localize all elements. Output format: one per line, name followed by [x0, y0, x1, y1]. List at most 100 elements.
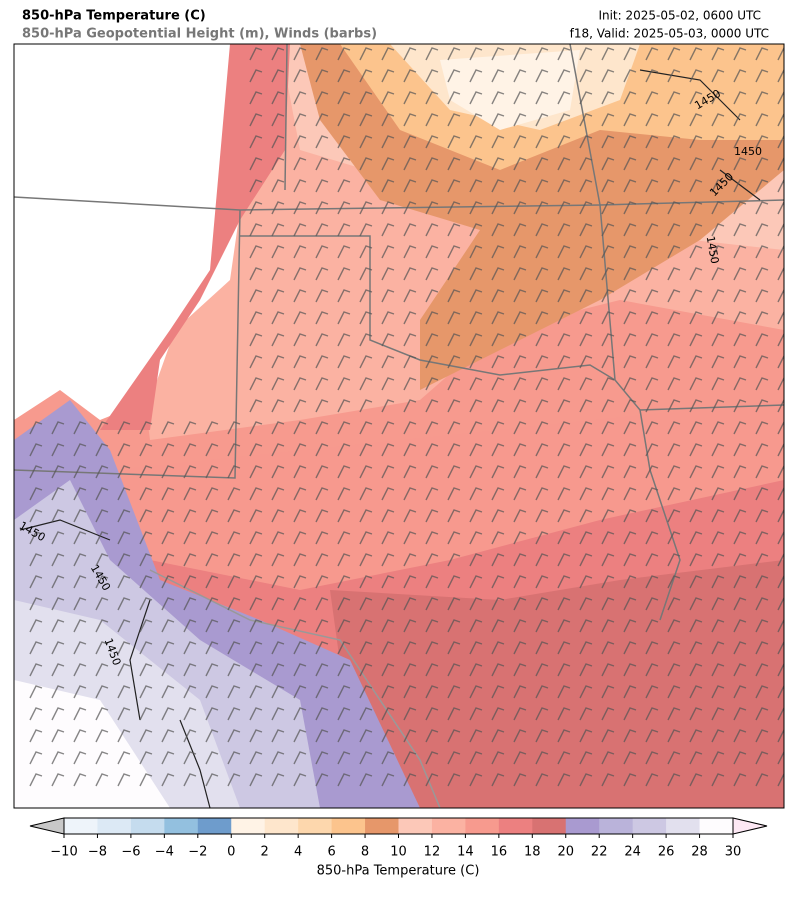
- wind-barb: [601, 377, 615, 391]
- wind-barb: [315, 69, 329, 83]
- wind-barb: [293, 729, 307, 743]
- wind-barb: [777, 597, 784, 611]
- wind-barb: [777, 201, 784, 215]
- wind-barb: [469, 201, 483, 215]
- wind-barb: [293, 487, 307, 501]
- wind-barb: [425, 487, 439, 501]
- wind-barb: [271, 91, 285, 105]
- wind-barb: [777, 157, 784, 171]
- wind-barb: [359, 575, 373, 589]
- colorbar-tick-label: 30: [725, 845, 742, 860]
- wind-barb: [777, 553, 784, 567]
- wind-barb: [645, 47, 659, 61]
- wind-barb: [777, 69, 784, 83]
- wind-barb: [381, 597, 395, 611]
- wind-barb: [513, 641, 527, 655]
- wind-barb: [271, 509, 285, 523]
- wind-barb: [667, 773, 681, 787]
- wind-barb: [359, 619, 373, 633]
- wind-barb: [601, 641, 615, 655]
- wind-barb: [315, 751, 329, 765]
- wind-barb: [29, 443, 43, 457]
- wind-barb: [733, 267, 747, 281]
- wind-barb: [777, 663, 784, 677]
- wind-barb: [183, 641, 197, 655]
- wind-barb: [403, 267, 417, 281]
- wind-barb: [667, 289, 681, 303]
- wind-barb: [249, 135, 263, 149]
- wind-barb: [645, 597, 659, 611]
- wind-barb: [29, 685, 43, 699]
- wind-barb: [73, 465, 87, 479]
- wind-barb: [689, 685, 703, 699]
- wind-barb: [711, 685, 725, 699]
- wind-barb: [359, 399, 373, 413]
- wind-barb: [535, 135, 549, 149]
- wind-barb: [733, 531, 747, 545]
- wind-barb: [557, 113, 571, 127]
- wind-barb: [469, 773, 483, 787]
- wind-barb: [667, 113, 681, 127]
- wind-barb: [667, 245, 681, 259]
- wind-barb: [733, 245, 747, 259]
- wind-barb: [733, 509, 747, 523]
- wind-barb: [293, 377, 307, 391]
- wind-barb: [425, 179, 439, 193]
- wind-barb: [293, 531, 307, 545]
- wind-barb: [29, 641, 43, 655]
- wind-barb: [51, 553, 65, 567]
- wind-barb: [205, 465, 219, 479]
- wind-barb: [469, 531, 483, 545]
- wind-barb: [381, 531, 395, 545]
- wind-barb: [51, 443, 65, 457]
- wind-barb: [73, 553, 87, 567]
- wind-barb: [667, 179, 681, 193]
- wind-barb: [469, 751, 483, 765]
- wind-barb: [557, 553, 571, 567]
- wind-barb: [755, 289, 769, 303]
- wind-barb: [95, 421, 109, 435]
- wind-barb: [535, 91, 549, 105]
- colorbar-tick-label: 28: [691, 845, 708, 860]
- wind-barb: [535, 663, 549, 677]
- wind-barb: [491, 333, 505, 347]
- wind-barb: [755, 113, 769, 127]
- wind-barb: [337, 69, 351, 83]
- wind-barb: [513, 487, 527, 501]
- wind-barb: [29, 465, 43, 479]
- wind-barb: [667, 575, 681, 589]
- wind-barb: [711, 135, 725, 149]
- wind-barb: [601, 553, 615, 567]
- wind-barb: [579, 487, 593, 501]
- wind-barb: [579, 685, 593, 699]
- wind-barb: [337, 157, 351, 171]
- wind-barb: [117, 509, 131, 523]
- wind-barb: [469, 707, 483, 721]
- wind-barb: [95, 531, 109, 545]
- wind-barb: [359, 641, 373, 655]
- wind-barb: [381, 47, 395, 61]
- wind-barb: [315, 399, 329, 413]
- wind-barb: [711, 91, 725, 105]
- wind-barb: [623, 267, 637, 281]
- wind-barb: [579, 157, 593, 171]
- wind-barb: [249, 487, 263, 501]
- wind-barb: [491, 377, 505, 391]
- wind-barb: [205, 575, 219, 589]
- wind-barb: [403, 377, 417, 391]
- wind-barb: [623, 729, 637, 743]
- wind-barb: [403, 421, 417, 435]
- wind-barb: [161, 751, 175, 765]
- wind-barb: [579, 223, 593, 237]
- wind-barb: [249, 289, 263, 303]
- wind-barb: [359, 135, 373, 149]
- wind-barb: [249, 399, 263, 413]
- wind-barb: [689, 289, 703, 303]
- wind-barb: [667, 751, 681, 765]
- wind-barb: [579, 421, 593, 435]
- wind-barb: [425, 333, 439, 347]
- wind-barb: [337, 421, 351, 435]
- colorbar-tick-label: 4: [294, 845, 302, 860]
- colorbar-bin: [465, 818, 500, 834]
- wind-barb: [337, 663, 351, 677]
